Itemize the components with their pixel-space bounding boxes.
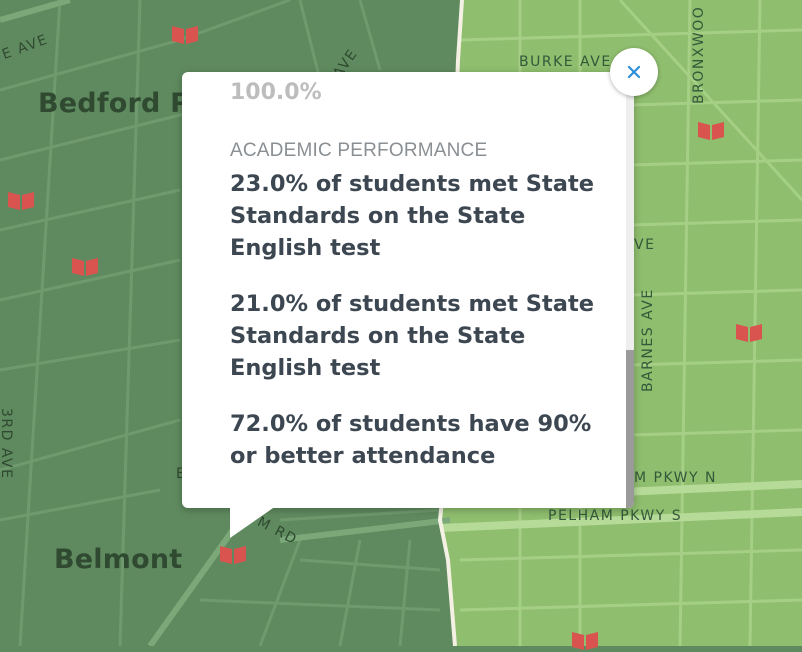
school-book-icon[interactable] bbox=[696, 118, 726, 142]
neighborhood-label-bedford-park: Bedford P bbox=[38, 88, 191, 119]
popup-scrollbar-thumb[interactable] bbox=[626, 350, 634, 508]
street-label-e: E bbox=[176, 466, 186, 482]
school-book-icon[interactable] bbox=[218, 542, 248, 566]
popup-scroll-area[interactable]: 100.0% ACADEMIC PERFORMANCE 23.0% of stu… bbox=[182, 72, 626, 508]
popup-pointer bbox=[230, 506, 276, 538]
school-book-icon[interactable] bbox=[570, 628, 600, 652]
street-label-ave-right: VE bbox=[634, 237, 656, 253]
school-book-icon[interactable] bbox=[170, 22, 200, 46]
close-popup-button[interactable] bbox=[610, 48, 658, 96]
stat-english-test-1: 23.0% of students met State Standards on… bbox=[230, 171, 594, 261]
street-label-pelham-pkwy-s: PELHAM PKWY S bbox=[548, 508, 683, 524]
street-label-barnes-ave: BARNES AVE bbox=[640, 288, 656, 392]
school-book-icon[interactable] bbox=[734, 320, 764, 344]
school-book-icon[interactable] bbox=[6, 188, 36, 212]
major-roads-dark bbox=[0, 0, 451, 646]
street-label-3rd-ave: 3RD AVE bbox=[0, 408, 14, 480]
stat-english-test-2: 21.0% of students met State Standards on… bbox=[230, 291, 594, 381]
neighborhood-label-belmont: Belmont bbox=[54, 544, 183, 575]
street-label-bronxwood: BRONXWOO bbox=[691, 5, 707, 104]
close-icon bbox=[627, 65, 641, 79]
previous-stat-value: 100.0% bbox=[230, 80, 322, 105]
street-label-pelham-pkwy-n: M PKWY N bbox=[634, 470, 717, 486]
school-book-icon[interactable] bbox=[70, 254, 100, 278]
popup-scrollbar[interactable] bbox=[626, 72, 634, 508]
school-info-popup[interactable]: 100.0% ACADEMIC PERFORMANCE 23.0% of stu… bbox=[182, 72, 634, 508]
stat-attendance: 72.0% of students have 90% or better att… bbox=[230, 411, 592, 469]
section-title-academic-performance: ACADEMIC PERFORMANCE bbox=[230, 140, 488, 161]
street-label-burke-ave: BURKE AVE bbox=[519, 54, 612, 70]
